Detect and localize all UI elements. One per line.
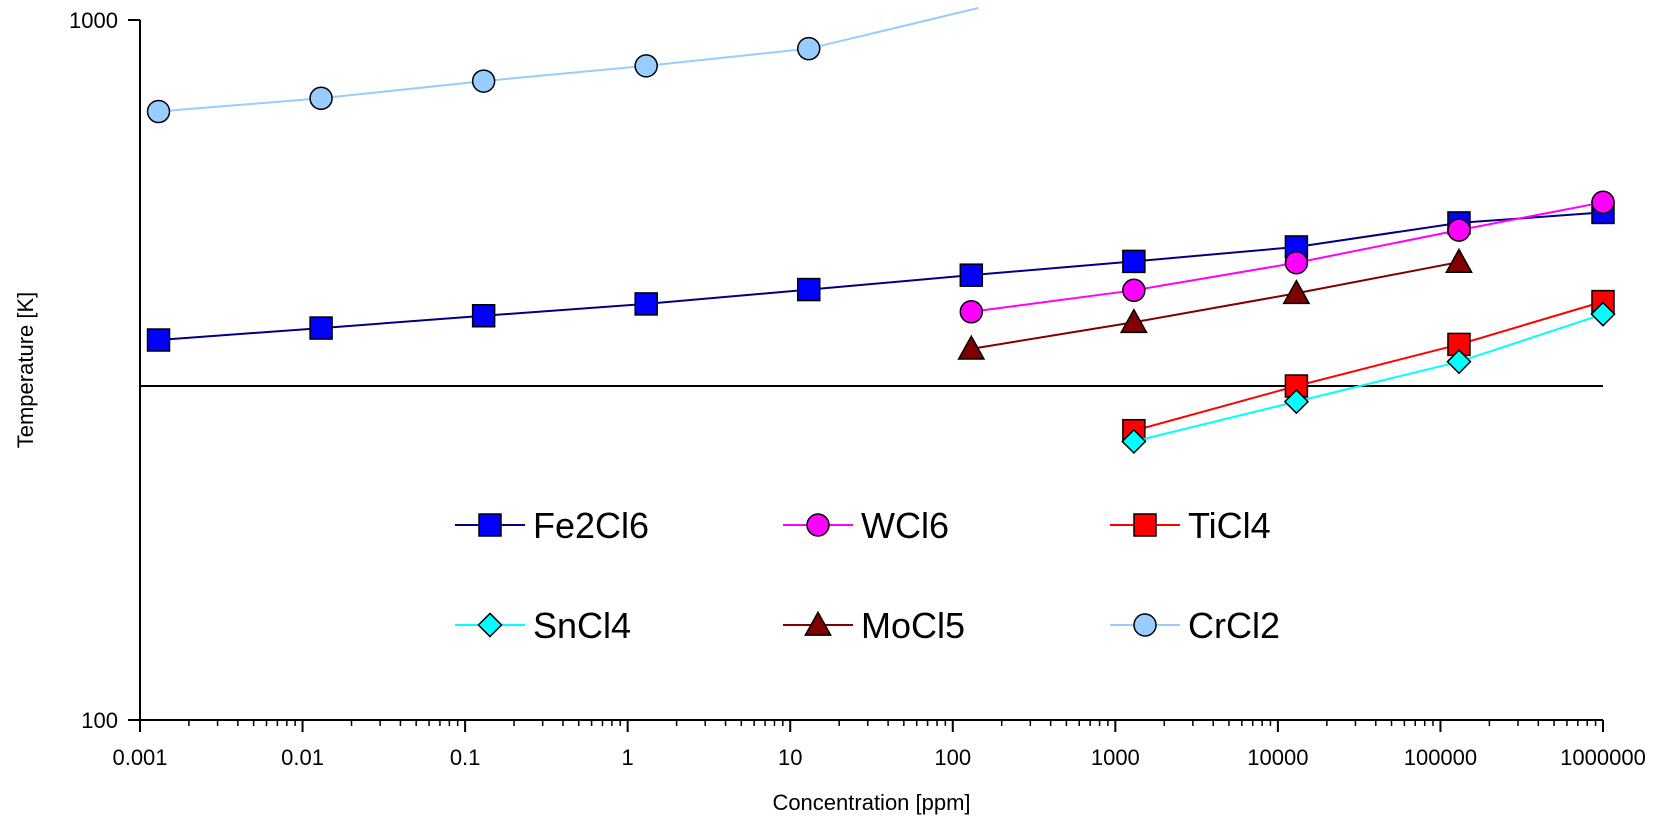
x-tick-label: 1000 [1091,745,1140,770]
data-point [1282,279,1311,305]
series-crcl2 [146,7,979,124]
series-wcl6 [959,190,1615,324]
y-axis-title: Temperature [K] [13,292,38,449]
series-line [1133,313,1604,443]
data-point [1446,349,1472,375]
axes: 0.001 0.01 0.1 1 10 100 1000 10000 100000 1000000… [69,8,1646,770]
data-point [477,612,503,638]
legend-label: Fe2Cl6 [533,505,649,546]
data-point [1122,278,1146,303]
series-sncl4 [1121,301,1616,455]
data-point [471,69,496,93]
x-tick-labels: 0.001 0.01 0.1 1 10 100 1000 10000 100000 1000000 [112,745,1645,770]
data-point [1119,308,1148,334]
x-tick-label: 0.01 [281,745,324,770]
data-point [796,277,821,302]
data-point [1133,613,1157,637]
data-point [1121,428,1147,455]
y-tick-label: 1000 [69,8,118,33]
series-line [971,261,1460,350]
legend-item-ticl4: TiCl4 [1110,505,1271,546]
series-line [158,7,979,113]
x-tick-label: 100 [934,745,971,770]
data-point [478,513,502,537]
data-point [309,86,333,111]
data-point [796,36,821,61]
data-point [634,54,658,78]
data-point [804,610,832,636]
legend-label: CrCl2 [1188,605,1280,646]
y-tick-label: 100 [81,708,118,733]
legend-item-sncl4: SnCl4 [455,605,631,646]
x-tick-label: 10 [778,745,802,770]
series-mocl5 [957,247,1473,360]
y-tick-marks [128,19,140,721]
series-layer [146,7,1616,455]
x-tick-label: 1 [622,745,634,770]
series-ticl4 [1122,289,1615,443]
x-tick-label: 10000 [1247,745,1308,770]
legend-label: WCl6 [861,505,949,546]
legend: Fe2Cl6 WCl6 TiCl4 SnCl4 MoCl5 CrCl2 [455,505,1280,646]
series-fe2cl6 [146,200,1615,352]
x-tick-label: 0.1 [450,745,481,770]
series-line [1133,300,1604,432]
data-point [957,334,986,360]
data-point [146,328,171,352]
legend-item-fe2cl6: Fe2Cl6 [455,505,649,546]
data-point [1591,190,1615,215]
legend-item-mocl5: MoCl5 [783,605,965,646]
data-point [806,513,830,537]
data-point [471,304,496,328]
series-line [158,211,1604,342]
data-point [309,316,333,340]
legend-item-wcl6: WCl6 [783,505,949,546]
data-point [959,300,984,324]
x-axis-title: Concentration [ppm] [772,790,970,815]
legend-label: SnCl4 [533,605,631,646]
data-point [146,99,171,124]
legend-item-crcl2: CrCl2 [1110,605,1280,646]
x-tick-label: 100000 [1404,745,1477,770]
x-tick-marks [139,720,1604,732]
x-tick-label: 1000000 [1560,745,1646,770]
x-tick-label: 0.001 [112,745,167,770]
legend-label: MoCl5 [861,605,965,646]
legend-label: TiCl4 [1188,505,1271,546]
data-point [1284,251,1309,275]
data-point [1445,247,1473,273]
data-point [1122,249,1146,274]
y-tick-labels: 100 1000 [69,8,118,733]
data-point [959,263,984,287]
data-point [1447,218,1471,242]
data-point [634,292,658,316]
data-point [1590,301,1616,327]
data-point [1133,513,1157,537]
data-point [1283,388,1310,415]
